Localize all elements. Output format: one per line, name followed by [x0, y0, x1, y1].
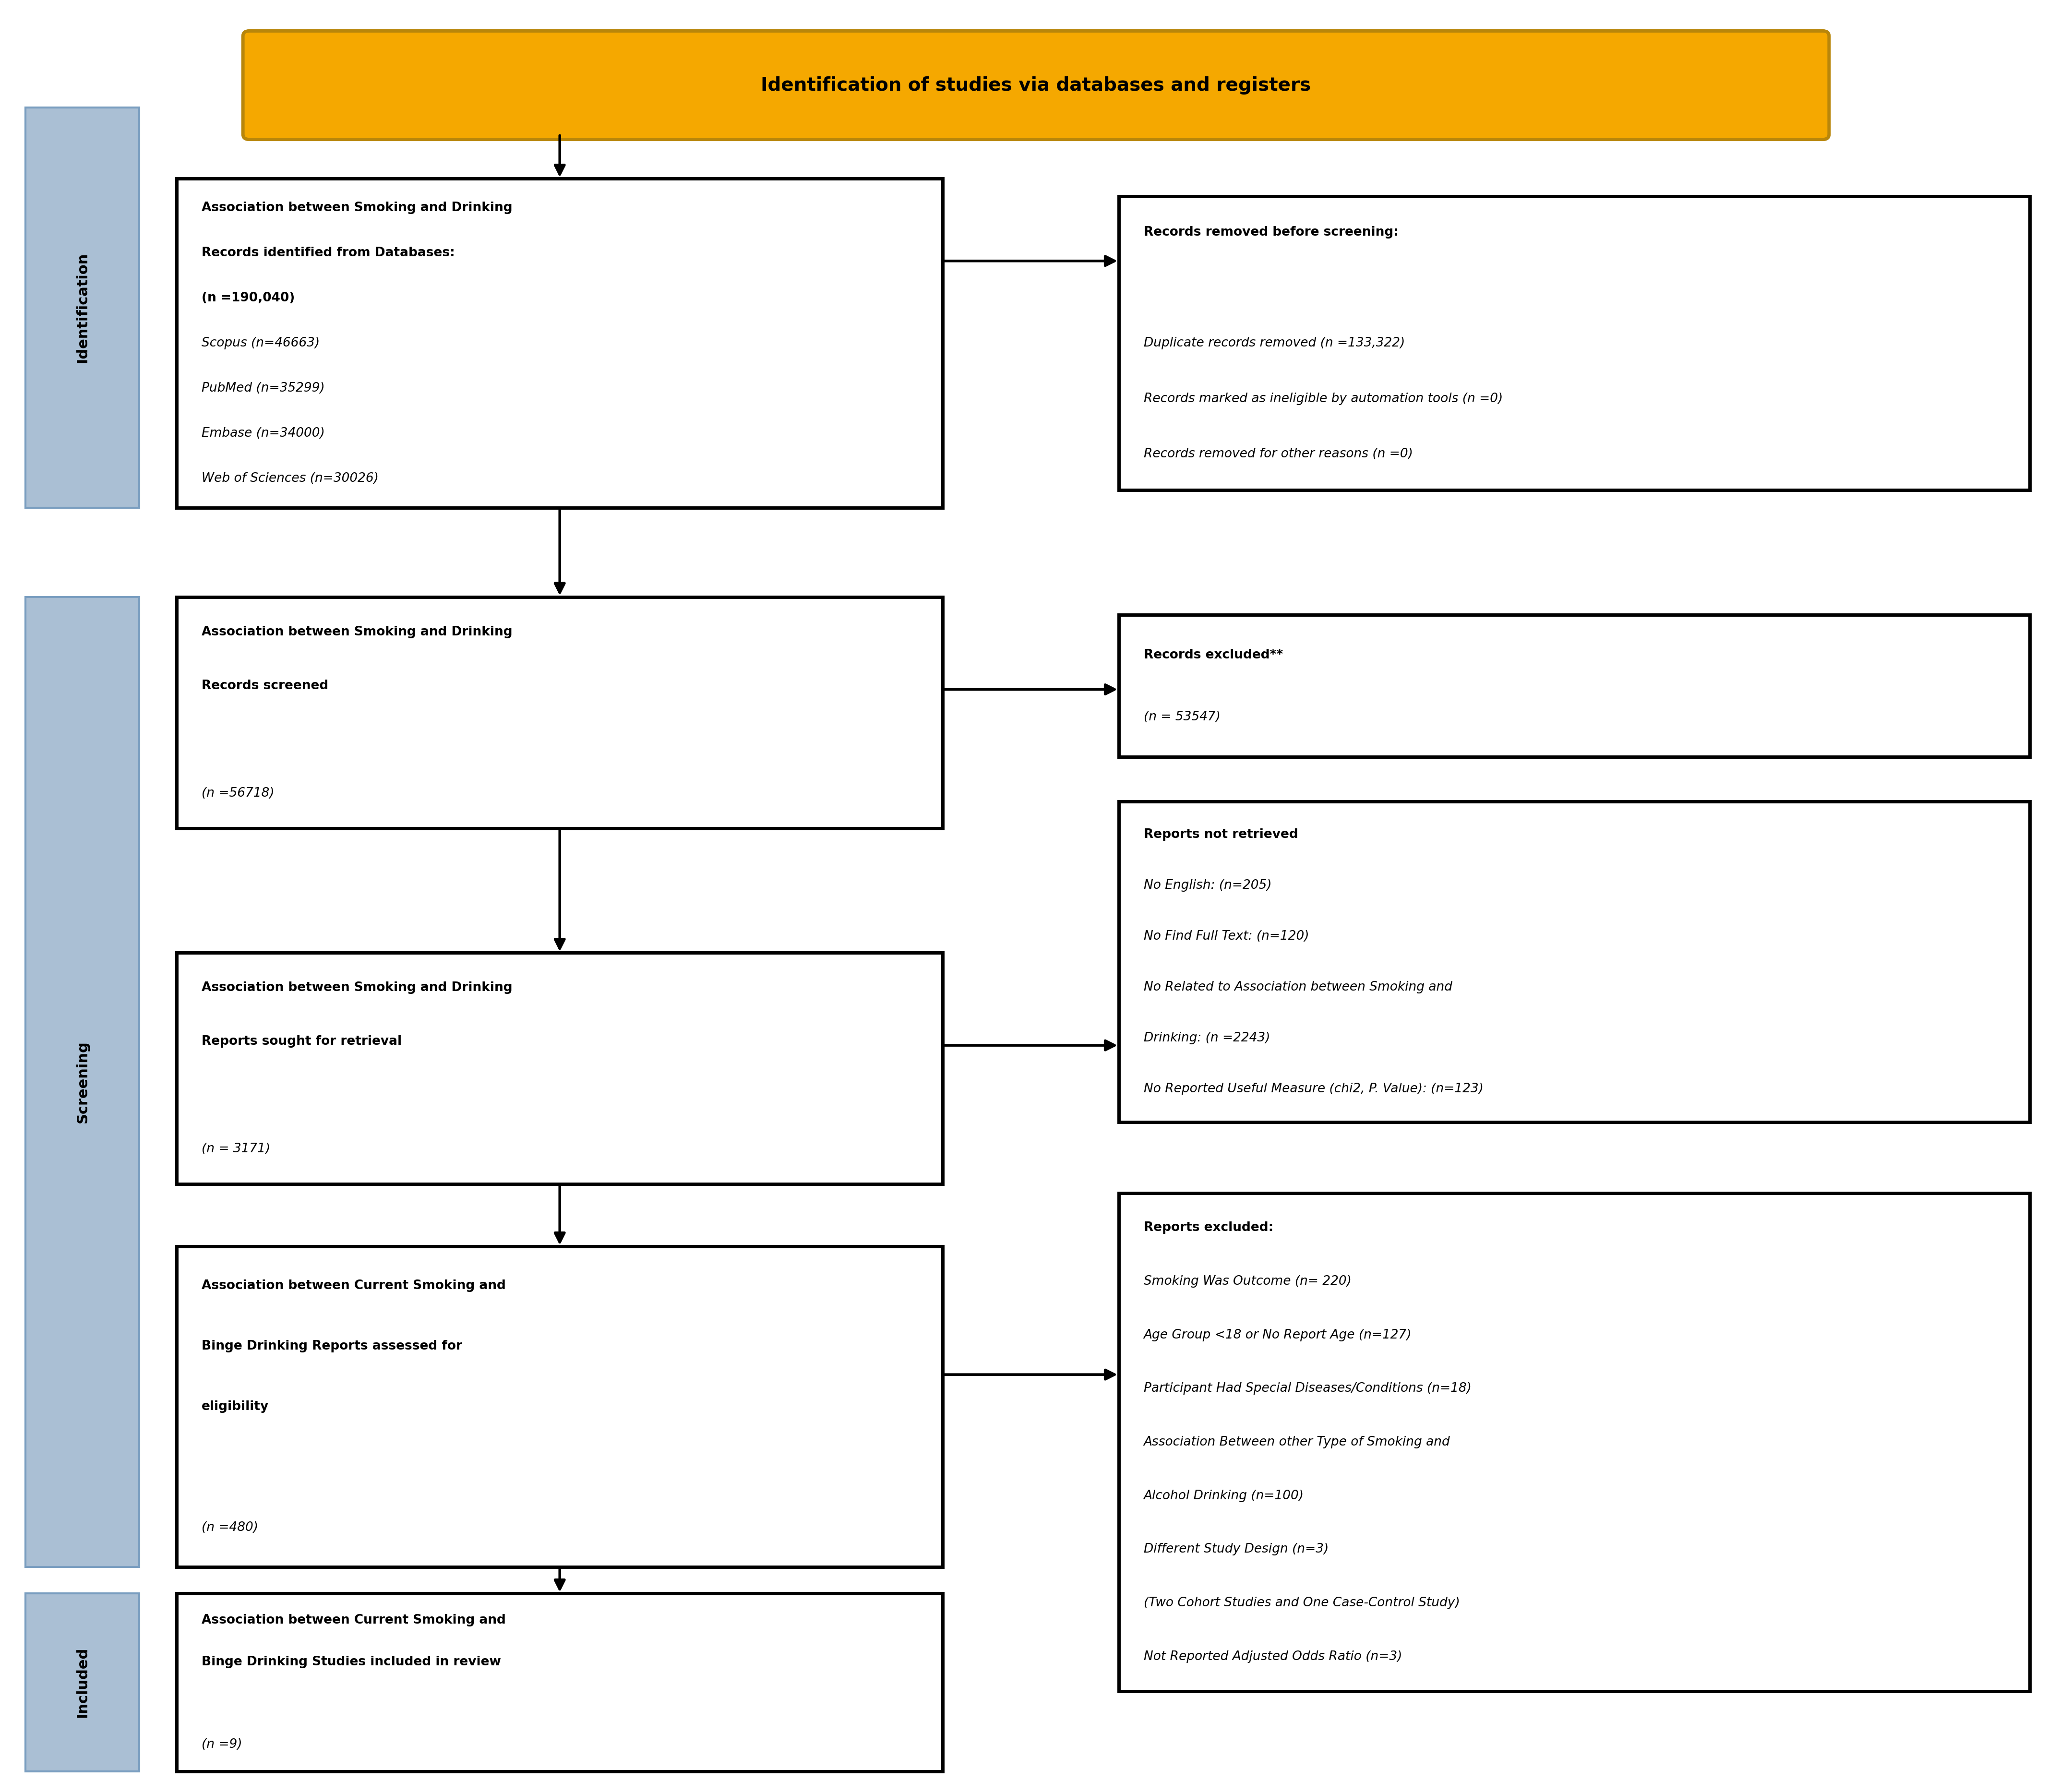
Text: Binge Drinking Studies included in review: Binge Drinking Studies included in revie… — [201, 1656, 501, 1669]
Text: (n =480): (n =480) — [201, 1521, 259, 1533]
Text: Identification of studies via databases and registers: Identification of studies via databases … — [760, 77, 1312, 94]
Text: Smoking Was Outcome (n= 220): Smoking Was Outcome (n= 220) — [1144, 1275, 1351, 1288]
Text: Association between Current Smoking and: Association between Current Smoking and — [201, 1614, 506, 1626]
FancyBboxPatch shape — [25, 597, 139, 1567]
FancyBboxPatch shape — [176, 597, 943, 828]
Text: (n =190,040): (n =190,040) — [201, 292, 294, 305]
Text: Records removed for other reasons (n =0): Records removed for other reasons (n =0) — [1144, 447, 1413, 459]
FancyBboxPatch shape — [25, 1594, 139, 1772]
Text: Association between Smoking and Drinking: Association between Smoking and Drinking — [201, 981, 512, 994]
FancyBboxPatch shape — [242, 30, 1830, 139]
Text: (n =9): (n =9) — [201, 1738, 242, 1751]
Text: Reports excluded:: Reports excluded: — [1144, 1222, 1274, 1234]
FancyBboxPatch shape — [1119, 196, 2031, 490]
Text: Alcohol Drinking (n=100): Alcohol Drinking (n=100) — [1144, 1489, 1303, 1501]
Text: Participant Had Special Diseases/Conditions (n=18): Participant Had Special Diseases/Conditi… — [1144, 1382, 1471, 1395]
Text: Association Between other Type of Smoking and: Association Between other Type of Smokin… — [1144, 1435, 1450, 1448]
FancyBboxPatch shape — [176, 178, 943, 508]
Text: PubMed (n=35299): PubMed (n=35299) — [201, 383, 325, 395]
Text: Records identified from Databases:: Records identified from Databases: — [201, 248, 456, 260]
FancyBboxPatch shape — [25, 107, 139, 508]
Text: Embase (n=34000): Embase (n=34000) — [201, 427, 325, 440]
Text: Identification: Identification — [75, 253, 89, 363]
Text: Duplicate records removed (n =133,322): Duplicate records removed (n =133,322) — [1144, 337, 1405, 349]
Text: Screening: Screening — [75, 1040, 89, 1124]
Text: No Related to Association between Smoking and: No Related to Association between Smokin… — [1144, 981, 1452, 994]
Text: Records marked as ineligible by automation tools (n =0): Records marked as ineligible by automati… — [1144, 392, 1502, 404]
Text: (n = 53547): (n = 53547) — [1144, 711, 1220, 723]
Text: No English: (n=205): No English: (n=205) — [1144, 880, 1272, 892]
Text: Records removed before screening:: Records removed before screening: — [1144, 226, 1399, 239]
Text: Scopus (n=46663): Scopus (n=46663) — [201, 337, 319, 349]
FancyBboxPatch shape — [1119, 1193, 2031, 1692]
FancyBboxPatch shape — [1119, 801, 2031, 1122]
Text: Records screened: Records screened — [201, 679, 327, 691]
Text: Not Reported Adjusted Odds Ratio (n=3): Not Reported Adjusted Odds Ratio (n=3) — [1144, 1651, 1403, 1663]
Text: Records excluded**: Records excluded** — [1144, 648, 1283, 661]
FancyBboxPatch shape — [1119, 614, 2031, 757]
Text: Age Group <18 or No Report Age (n=127): Age Group <18 or No Report Age (n=127) — [1144, 1329, 1411, 1341]
Text: eligibility: eligibility — [201, 1400, 269, 1412]
Text: Association between Smoking and Drinking: Association between Smoking and Drinking — [201, 625, 512, 638]
Text: (Two Cohort Studies and One Case-Control Study): (Two Cohort Studies and One Case-Control… — [1144, 1598, 1461, 1610]
Text: Included: Included — [75, 1647, 89, 1719]
Text: Association between Current Smoking and: Association between Current Smoking and — [201, 1279, 506, 1291]
Text: (n =56718): (n =56718) — [201, 787, 274, 800]
Text: No Reported Useful Measure (chi2, P. Value): (n=123): No Reported Useful Measure (chi2, P. Val… — [1144, 1083, 1484, 1095]
FancyBboxPatch shape — [176, 1594, 943, 1772]
Text: Binge Drinking Reports assessed for: Binge Drinking Reports assessed for — [201, 1339, 462, 1352]
Text: Reports not retrieved: Reports not retrieved — [1144, 828, 1297, 841]
Text: Association between Smoking and Drinking: Association between Smoking and Drinking — [201, 201, 512, 214]
Text: No Find Full Text: (n=120): No Find Full Text: (n=120) — [1144, 930, 1310, 942]
Text: Reports sought for retrieval: Reports sought for retrieval — [201, 1035, 402, 1047]
Text: (n = 3171): (n = 3171) — [201, 1143, 269, 1156]
Text: Drinking: (n =2243): Drinking: (n =2243) — [1144, 1031, 1270, 1044]
FancyBboxPatch shape — [176, 953, 943, 1184]
Text: Different Study Design (n=3): Different Study Design (n=3) — [1144, 1542, 1328, 1555]
FancyBboxPatch shape — [176, 1247, 943, 1567]
Text: Web of Sciences (n=30026): Web of Sciences (n=30026) — [201, 472, 379, 484]
